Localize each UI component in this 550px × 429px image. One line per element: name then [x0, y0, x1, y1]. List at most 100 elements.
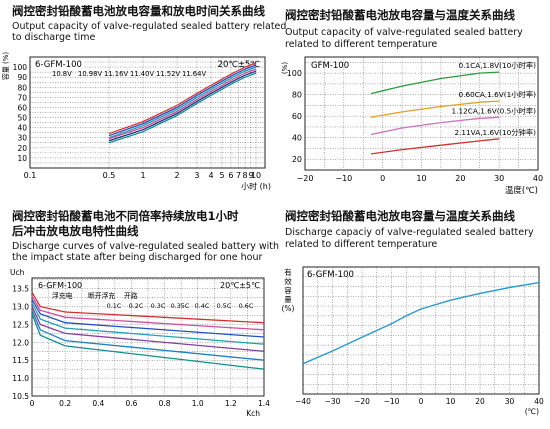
- chart-panel-impact-discharge: 阀控密封铅酸蓄电池不同倍率持续放电1小时 后冲击放电放电特性曲线 Dischar…: [0, 205, 279, 429]
- chart1-series-line: [108, 66, 257, 139]
- chart3-x-tick-label: 0.4: [92, 399, 104, 408]
- chart3-rate-label: 0.6C: [239, 302, 254, 310]
- chart2-x-tick-label: −20: [297, 174, 314, 183]
- chart4-x-tick-label: −20: [354, 397, 370, 406]
- chart2-series-line: [370, 100, 500, 118]
- chart1-condition-label: 20℃±5℃: [218, 60, 261, 70]
- chart2-series-label: 0.60CA,1.6V(1小时率): [459, 90, 537, 99]
- chart3-series-line: [31, 313, 265, 370]
- chart1-x-tick-label: 6: [228, 171, 233, 180]
- chart3-title-en-line1: Discharge curves of valve-regulated seal…: [12, 241, 280, 252]
- chart4-y-axis-label: (%): [282, 304, 295, 313]
- chart2-y-tick-label: 60: [292, 112, 302, 121]
- chart2-series-line: [370, 138, 500, 155]
- chart3-y-tick-label: 11.0: [12, 374, 29, 383]
- chart3-rate-label: 0.4C: [195, 302, 210, 310]
- chart1-title-en-line1: Output capacity of valve-regulated seale…: [12, 21, 287, 32]
- chart2-y-tick-label: 100: [287, 69, 302, 78]
- chart4-x-tick-label: −10: [384, 397, 400, 406]
- chart2-series-line: [370, 116, 500, 136]
- chart3-x-tick-label: 1.2: [225, 399, 237, 408]
- chart3-model-label: 6-GFM-100: [38, 281, 82, 290]
- chart1-y-tick-label: 20: [17, 144, 27, 153]
- chart3-y-tick-label: 11.5: [12, 356, 29, 365]
- chart1-series-line: [108, 70, 257, 142]
- chart4-y-axis-label: 容: [284, 285, 292, 295]
- chart1-series-line: [108, 64, 257, 137]
- chart1-model-label: 6-GFM-100: [35, 60, 82, 70]
- chart4-title-en-line2: related to different temperature: [285, 239, 438, 250]
- chart4-y-axis-label: 效: [284, 276, 292, 286]
- chart2-x-tick-label: 0: [380, 174, 385, 183]
- chart1-y-tick-label: 10: [17, 154, 27, 163]
- chart3-x-tick-label: 0.8: [159, 399, 171, 408]
- chart2-y-tick-label: 40: [292, 134, 302, 143]
- chart1-y-tick-label: 40: [17, 124, 27, 133]
- chart4-x-axis-label: (℃): [525, 407, 539, 416]
- chart3-plot: 0 0.2 0.4 0.6 0.8 1.0 1.2 1.4 10.5 11.0 11.5 12.0 12…: [10, 268, 270, 418]
- chart4-y-axis-label: 有: [284, 267, 292, 277]
- chart3-x-tick-label: 0.2: [59, 399, 71, 408]
- chart4-x-tick-label: 10: [446, 397, 456, 406]
- chart4-series-line: [302, 281, 540, 365]
- chart4-title-en-line1: Discharge capaciy of valve-regulated sea…: [285, 227, 534, 238]
- chart1-x-tick-label: 2: [175, 171, 180, 180]
- chart4-x-tick-label: 20: [475, 397, 485, 406]
- chart4-x-tick-label: −40: [295, 397, 311, 406]
- chart1-y-axis-label: 容量 (%): [1, 52, 10, 81]
- chart1-model-box: [32, 59, 84, 69]
- chart4-y-axis-label: 量: [284, 295, 292, 304]
- chart3-x-tick-label: 0: [30, 399, 35, 408]
- chart1-x-tick-label: 7: [236, 171, 241, 180]
- chart3-title-cn-line1: 阀控密封铅酸蓄电池不同倍率持续放电1小时: [12, 209, 239, 223]
- chart1-y-tick-label: 80: [17, 83, 27, 92]
- chart2-x-tick-label: 30: [494, 174, 504, 183]
- chart3-y-tick-label: 12.5: [12, 320, 29, 329]
- chart1-x-tick-label: 0.5: [103, 171, 116, 180]
- chart1-series-line: [108, 72, 257, 144]
- chart3-series-line: [31, 309, 265, 361]
- chart3-x-axis-label: Kch: [246, 409, 260, 418]
- chart3-rate-label: 0.3C: [151, 302, 166, 310]
- chart4-model-label: 6-GFM-100: [307, 270, 354, 280]
- chart1-y-tick-label: 90: [17, 73, 27, 82]
- chart3-condition-label: 20℃±5℃: [220, 281, 260, 290]
- chart2-x-tick-label: −10: [335, 174, 352, 183]
- chart1-voltage-label: 11.52V: [156, 70, 180, 78]
- chart2-series-label: 1.12CA,1.6V(0.5小时率): [452, 106, 537, 115]
- chart2-plot-area: [304, 56, 539, 171]
- chart3-rate-label: 0.2C: [129, 302, 144, 310]
- chart3-series-line: [31, 302, 265, 345]
- chart3-x-tick-label: 0.6: [125, 399, 137, 408]
- chart1-y-tick-label: 50: [17, 114, 27, 123]
- chart-panel-capacity-temperature: 阀控密封铅酸蓄电池放电容量与温度关系曲线 Output capacity of …: [275, 0, 550, 200]
- chart-panel-capacity-time: 阀控密封铅酸蓄电池放电容量和放电时间关系曲线 Output capacity o…: [0, 0, 286, 200]
- chart2-x-axis-label: 温度(℃): [505, 185, 538, 196]
- chart3-x-tick-label: 1.0: [192, 399, 204, 408]
- chart3-title-en-line2: the impact state after being discharged …: [12, 252, 263, 263]
- chart2-title-en-line2: related to different temperature: [285, 39, 438, 50]
- chart2-x-tick-label: 20: [455, 174, 465, 183]
- chart3-series-line: [31, 306, 265, 352]
- chart1-x-tick-label: 9: [248, 171, 253, 180]
- chart1-title-en-line2: to discharge time: [12, 32, 96, 43]
- chart1-voltage-label: 11.40V: [130, 70, 154, 78]
- chart3-series-line: [31, 291, 265, 324]
- chart4-x-tick-label: 40: [534, 397, 544, 406]
- chart1-series-line: [108, 68, 257, 140]
- chart2-y-tick-label: 80: [292, 91, 302, 100]
- chart1-y-tick-label: 60: [17, 103, 27, 112]
- chart1-x-tick-label: 5: [219, 171, 224, 180]
- chart1-x-tick-label: 1: [140, 171, 145, 180]
- chart2-x-tick-label: 10: [416, 174, 426, 183]
- chart1-x-tick-label: 8: [243, 171, 248, 180]
- chart2-model-label: GFM-100: [311, 61, 349, 71]
- chart3-legend-word: 断开浮充: [88, 291, 115, 300]
- chart3-y-tick-label: 13.0: [12, 303, 29, 312]
- chart3-rate-label: 0.5C: [217, 302, 232, 310]
- chart1-voltage-label: 11.64V: [182, 70, 206, 78]
- chart1-voltage-label: 10.8V: [52, 70, 72, 78]
- chart3-title-cn-line2: 后冲击放电放电特性曲线: [12, 224, 139, 238]
- chart2-series-label: 2.11VA,1.6V(10分钟率): [454, 128, 536, 137]
